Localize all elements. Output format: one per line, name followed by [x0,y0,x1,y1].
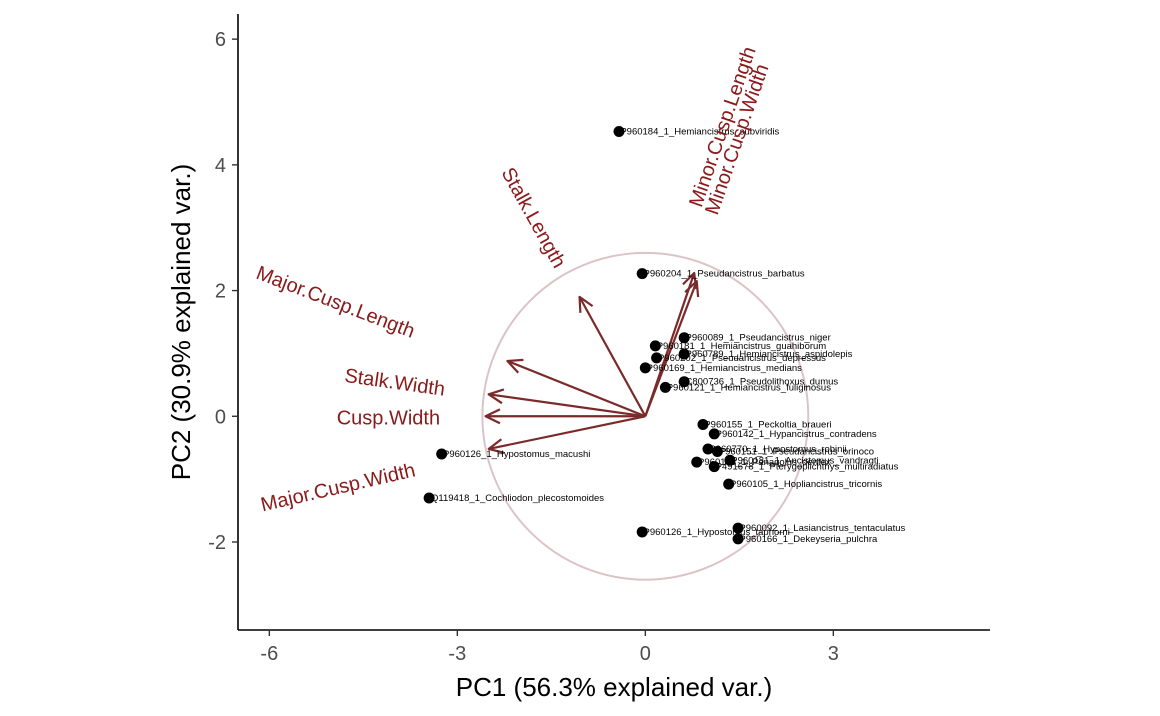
sample-point [613,126,625,138]
sample-point [678,332,690,344]
loading-label: Major.Cusp.Width [259,459,418,516]
y-tick-label: 6 [215,29,226,51]
sample-point [697,418,709,430]
loading-label: Stalk.Length [497,164,570,272]
axes [237,14,990,631]
sample-point-label: KP960181_1_Hemiancistrus_guahiborum [650,341,826,352]
sample-point-label: KC800736_1_Pseudolithoxus_dumus [679,377,838,388]
y-axis-ticks: -2 0 2 4 6 [208,29,238,554]
sample-points [423,126,744,545]
loading-label: Stalk.Width [343,365,446,401]
sample-point [732,522,744,534]
sample-point-label: KP960126_1_Hypostomus_taphorni [637,527,790,538]
loading-arrow-head [487,438,505,454]
y-axis-title: PC2 (30.9% explained var.) [166,164,196,481]
loading-arrow [484,408,646,425]
sample-point-label: DQ119418_1_Cochliodon_plecostomoides [424,493,604,504]
loading-arrow [578,295,647,417]
sample-point-label: KP960121_1_Hemiancistrus_fuliginosus [660,382,831,393]
loading-arrows [484,271,700,454]
sample-point-label: KP960105_1_Hopliancistrus_tricornis [724,479,883,490]
sample-point-label: KP960089_1_Pseudancistrus_niger [679,333,831,344]
y-tick-label: 2 [215,281,226,303]
sample-point [732,533,744,545]
sample-point-label: KP960202_1_Pseudancistrus_depressus [652,353,827,364]
sample-point [723,478,735,490]
sample-point [436,448,448,460]
y-tick-label: 0 [215,406,226,428]
sample-point [691,456,703,468]
loading-arrow-head [578,295,594,313]
sample-point [423,492,435,504]
sample-point-label: KP960155_1_Peckoltia_braueri [698,419,832,430]
loading-arrow-shaft [488,415,646,451]
sample-point-labels: KP960184_1_Hemiancistrus_subviridis KP960… [424,127,905,545]
sample-point [711,445,723,457]
loading-label: Major.Cusp.Length [253,262,418,343]
circle-outline [481,251,810,581]
x-tick-label: -3 [448,643,466,665]
x-tick-label: 3 [828,643,839,665]
loading-arrow [506,358,646,418]
loading-arrow-shaft [488,393,646,418]
x-tick-label: -6 [260,643,278,665]
loading-arrow-head [484,408,501,425]
loading-arrow [644,280,700,417]
sample-point-label: KP960184_1_Hemiancistrus_subviridis [614,127,780,138]
sample-point [649,340,661,352]
x-axis-ticks: -6 -3 0 3 [260,630,839,665]
sample-point-label: KP491678_1_Pterygoplichthys_multiradiatu… [709,462,898,473]
loading-arrow-head [684,280,700,298]
sample-point-label: KP960166_1_Dekeyseria_pulchra [733,534,878,545]
sample-point-label: KP960789_1_Hemiancistrus_aspidolepis [679,349,852,360]
sample-point [678,348,690,360]
x-tick-label: 0 [640,643,651,665]
correlation-circle [481,251,810,581]
loading-arrow-shaft [578,296,647,417]
x-axis-title: PC1 (56.3% explained var.) [456,672,773,702]
sample-point [639,362,651,374]
sample-point [724,454,736,466]
sample-point-label: KP960204_1_Pseudancistrus_barbatus [637,269,805,280]
sample-point-label: KP960770_1_Hypostomus_robinii [703,444,847,455]
sample-point [708,461,720,473]
sample-point [636,526,648,538]
loading-arrow-shaft [644,280,698,417]
loading-arrow-shaft [507,359,646,418]
y-tick-label: -2 [208,532,226,554]
sample-point-label: KP960151_1_Pseudancistrus_orinoco [712,446,874,457]
sample-point [708,428,720,440]
loading-arrow-head [487,388,505,405]
loading-arrow [487,388,646,418]
sample-point-label: KP960181_1_Ancistomus_vandragti [725,455,879,466]
loading-arrow-head [506,358,524,374]
sample-point [636,268,648,280]
sample-point-label: KP960148_1_Panaqolus_dentex [692,457,831,468]
sample-point-label: KP960092_1_Lasiancistrus_tentaculatus [733,523,905,534]
sample-point-label: KP960142_1_Hypancistrus_contradens [709,429,877,440]
loading-label: Cusp.Width [337,408,440,430]
sample-point-label: KP960169_1_Hemiancistrus_medians [640,363,802,374]
sample-point-label: KP960126_1_Hypostomus_macushi [437,449,591,460]
loading-arrow [487,415,646,454]
y-tick-label: 4 [215,155,226,177]
sample-point [678,376,690,388]
sample-point [651,352,663,364]
sample-point [659,381,671,393]
sample-point [702,443,714,455]
